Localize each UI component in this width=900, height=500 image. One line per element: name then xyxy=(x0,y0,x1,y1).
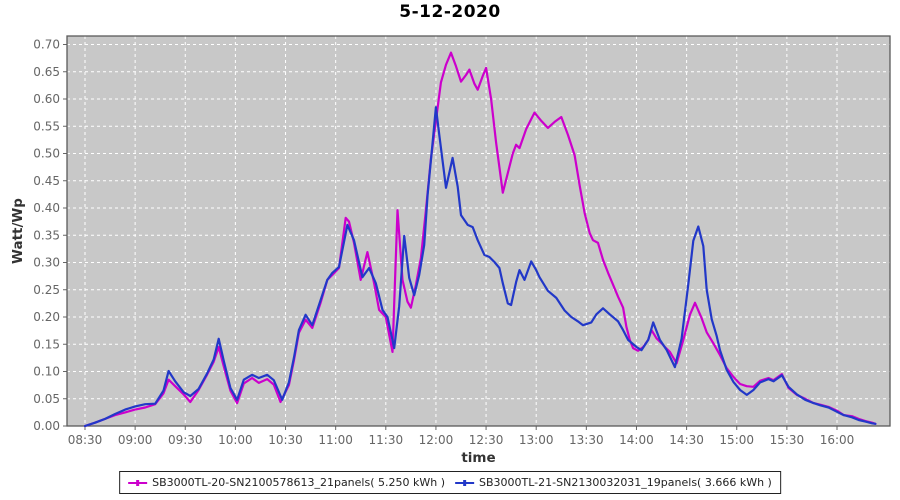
y-tick-label: 0.50 xyxy=(33,147,60,161)
y-tick-label: 0.00 xyxy=(33,419,60,433)
page-title: 5-12-2020 xyxy=(399,2,501,22)
y-tick-label: 0.05 xyxy=(33,392,60,406)
x-tick-label: 10:30 xyxy=(268,433,303,447)
x-tick-label: 11:30 xyxy=(369,433,404,447)
plot-border xyxy=(66,35,891,427)
x-tick-label: 08:30 xyxy=(68,433,103,447)
x-tick-label: 13:00 xyxy=(519,433,554,447)
x-tick-label: 12:00 xyxy=(419,433,454,447)
y-tick-label: 0.15 xyxy=(33,337,60,351)
y-tick-label: 0.20 xyxy=(33,310,60,324)
y-tick-label: 0.35 xyxy=(33,228,60,242)
y-tick-label: 0.60 xyxy=(33,92,60,106)
x-tick-label: 15:30 xyxy=(770,433,805,447)
legend-label-series2: SB3000TL-21-SN2130032031_19panels( 3.666… xyxy=(479,476,772,489)
x-tick-label: 09:30 xyxy=(168,433,203,447)
series1-line-marker-icon xyxy=(128,478,148,487)
legend: SB3000TL-20-SN2100578613_21panels( 5.250… xyxy=(119,471,781,494)
series1-tick-sample xyxy=(136,480,140,486)
x-tick-label: 16:00 xyxy=(820,433,855,447)
y-tick-label: 0.55 xyxy=(33,119,60,133)
y-tick-label: 0.65 xyxy=(33,65,60,79)
plot-area xyxy=(67,36,890,426)
y-tick-label: 0.40 xyxy=(33,201,60,215)
series2-line-marker-icon xyxy=(455,478,474,487)
y-tick-label: 0.25 xyxy=(33,283,60,297)
chart-svg: 0.00 0.05 0.10 0.15 0.20 0.25 0.30 0.35 0.40 0.45… xyxy=(10,35,891,466)
series-line-2 xyxy=(83,106,877,428)
x-tick-label: 11:00 xyxy=(318,433,353,447)
x-tick-label: 14:00 xyxy=(619,433,654,447)
x-axis-title: time xyxy=(461,450,495,466)
y-tick-label: 0.30 xyxy=(33,256,60,270)
y-tick-label: 0.10 xyxy=(33,365,60,379)
y-tick-label: 0.45 xyxy=(33,174,60,188)
series2-tick-sample xyxy=(463,480,466,486)
legend-label-series1: SB3000TL-20-SN2100578613_21panels( 5.250… xyxy=(152,476,445,489)
legend-item-series1: SB3000TL-20-SN2100578613_21panels( 5.250… xyxy=(128,476,445,489)
x-tick-label: 14:30 xyxy=(669,433,704,447)
y-tick-label: 0.70 xyxy=(33,38,60,52)
x-tick-label: 10:00 xyxy=(218,433,253,447)
legend-item-series2: SB3000TL-21-SN2130032031_19panels( 3.666… xyxy=(455,476,772,489)
x-tick-label: 12:30 xyxy=(469,433,504,447)
x-tick-label: 13:30 xyxy=(569,433,604,447)
x-tick-label: 09:00 xyxy=(118,433,153,447)
y-axis-title: Watt/Wp xyxy=(10,198,26,264)
x-tick-label: 15:00 xyxy=(719,433,754,447)
